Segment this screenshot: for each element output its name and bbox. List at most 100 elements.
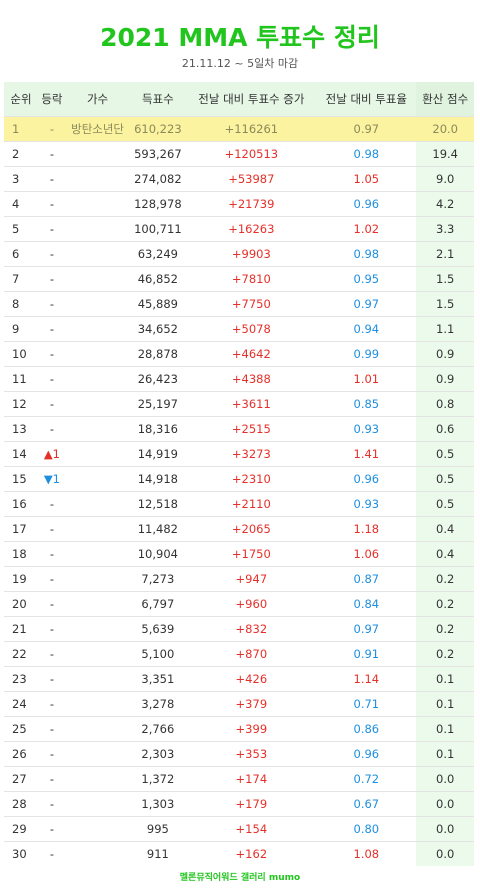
votes-cell: 25,197 — [129, 391, 187, 417]
title: 2021 MMA 투표수 정리 — [100, 23, 380, 52]
rank-cell: 17 — [4, 516, 38, 542]
rank-cell: 18 — [4, 541, 38, 567]
increase-cell: +3273 — [186, 441, 317, 467]
score-cell: 1.5 — [416, 291, 474, 317]
increase-cell: +832 — [186, 616, 317, 642]
ratio-cell: 0.85 — [316, 391, 417, 417]
increase-cell: +53987 — [186, 166, 317, 192]
artist-cell — [65, 466, 130, 492]
table-row: 16- 12,518 +2110 0.93 0.5 — [4, 491, 474, 517]
artist-cell — [65, 841, 130, 866]
table-row: 23- 3,351 +426 1.14 0.1 — [4, 666, 474, 692]
artist-cell — [65, 491, 130, 517]
increase-cell: +21739 — [186, 191, 317, 217]
table-row: 4- 128,978 +21739 0.96 4.2 — [4, 191, 474, 217]
rank-cell: 13 — [4, 416, 38, 442]
table-row: 13- 18,316 +2515 0.93 0.6 — [4, 416, 474, 442]
rank-cell: 21 — [4, 616, 38, 642]
table-row: 20- 6,797 +960 0.84 0.2 — [4, 591, 474, 617]
votes-cell: 2,303 — [129, 741, 187, 767]
table-row: 2- 593,267 +120513 0.98 19.4 — [4, 141, 474, 167]
votes-cell: 100,711 — [129, 216, 187, 242]
votes-cell: 7,273 — [129, 566, 187, 592]
rank-cell: 28 — [4, 791, 38, 817]
change-cell: - — [38, 841, 66, 866]
table-row: 15 ▼1 14,918 +2310 0.96 0.5 — [4, 466, 474, 492]
artist-cell — [65, 316, 130, 342]
score-cell: 0.0 — [416, 816, 474, 842]
rank-cell: 8 — [4, 291, 38, 317]
score-cell: 0.5 — [416, 491, 474, 517]
ratio-cell: 0.96 — [316, 741, 417, 767]
artist-cell — [65, 341, 130, 367]
change-cell: - — [38, 266, 66, 292]
change-cell: - — [38, 691, 66, 717]
table-row: 28- 1,303 +179 0.67 0.0 — [4, 791, 474, 817]
votes-cell: 11,482 — [129, 516, 187, 542]
table-row: 11- 26,423 +4388 1.01 0.9 — [4, 366, 474, 392]
column-header: 등락 — [38, 82, 66, 117]
change-cell: - — [38, 291, 66, 317]
column-header: 득표수 — [129, 82, 187, 117]
score-cell: 3.3 — [416, 216, 474, 242]
vote-table: 순위 등락 가수 득표수 전날 대비 투표수 증가 전날 대비 투표율 환산 점수 1- 방탄… — [4, 82, 474, 866]
ratio-cell: 0.97 — [316, 291, 417, 317]
rank-cell: 4 — [4, 191, 38, 217]
score-cell: 0.6 — [416, 416, 474, 442]
artist-cell — [65, 616, 130, 642]
table-row: 26- 2,303 +353 0.96 0.1 — [4, 741, 474, 767]
change-cell: - — [38, 241, 66, 267]
rank-cell: 11 — [4, 366, 38, 392]
increase-cell: +116261 — [186, 116, 317, 142]
votes-cell: 3,278 — [129, 691, 187, 717]
artist-cell — [65, 366, 130, 392]
ratio-cell: 0.71 — [316, 691, 417, 717]
votes-cell: 2,766 — [129, 716, 187, 742]
score-cell: 0.4 — [416, 541, 474, 567]
ratio-cell: 1.01 — [316, 366, 417, 392]
ratio-cell: 0.97 — [316, 116, 417, 142]
votes-cell: 610,223 — [129, 116, 187, 142]
artist-cell — [65, 716, 130, 742]
table-row: 18- 10,904 +1750 1.06 0.4 — [4, 541, 474, 567]
increase-cell: +4388 — [186, 366, 317, 392]
votes-cell: 6,797 — [129, 591, 187, 617]
table-body: 1- 방탄소년단 610,223 +116261 0.97 20.0 2-593,267 +1… — [4, 116, 474, 866]
table-row: 9- 34,652 +5078 0.94 1.1 — [4, 316, 474, 342]
rank-cell: 30 — [4, 841, 38, 866]
change-cell: - — [38, 791, 66, 817]
score-cell: 0.1 — [416, 741, 474, 767]
table-row: 6- 63,249 +9903 0.98 2.1 — [4, 241, 474, 267]
increase-cell: +2065 — [186, 516, 317, 542]
ratio-cell: 0.86 — [316, 716, 417, 742]
artist-cell — [65, 291, 130, 317]
score-cell: 0.9 — [416, 341, 474, 367]
rank-cell: 10 — [4, 341, 38, 367]
artist-cell — [65, 141, 130, 167]
score-cell: 0.2 — [416, 566, 474, 592]
change-cell: - — [38, 416, 66, 442]
increase-cell: +2515 — [186, 416, 317, 442]
score-cell: 2.1 — [416, 241, 474, 267]
score-cell: 0.5 — [416, 466, 474, 492]
change-cell: - — [38, 316, 66, 342]
ratio-cell: 0.93 — [316, 416, 417, 442]
table-row: 12- 25,197 +3611 0.85 0.8 — [4, 391, 474, 417]
votes-cell: 26,423 — [129, 366, 187, 392]
artist-cell — [65, 541, 130, 567]
increase-cell: +154 — [186, 816, 317, 842]
score-cell: 0.1 — [416, 716, 474, 742]
column-header: 전날 대비 투표수 증가 — [186, 82, 317, 117]
table-row: 17- 11,482 +2065 1.18 0.4 — [4, 516, 474, 542]
artist-cell — [65, 191, 130, 217]
rank-cell: 6 — [4, 241, 38, 267]
artist-cell — [65, 516, 130, 542]
score-cell: 1.1 — [416, 316, 474, 342]
change-cell: - — [38, 216, 66, 242]
score-cell: 0.4 — [416, 516, 474, 542]
rank-cell: 27 — [4, 766, 38, 792]
change-cell: - — [38, 116, 66, 142]
rank-cell: 24 — [4, 691, 38, 717]
rank-cell: 12 — [4, 391, 38, 417]
